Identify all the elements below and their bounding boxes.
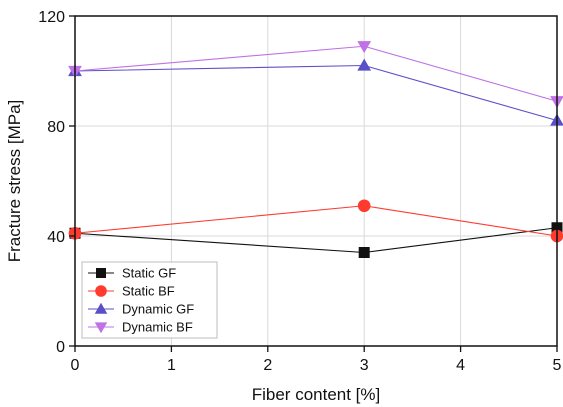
y-tick-label: 40: [47, 229, 65, 246]
legend-marker: [94, 322, 108, 334]
axes: 0 1 2 3 4 5 0 40 80 120: [38, 9, 561, 374]
grid-lines: [75, 16, 557, 346]
data-point: [357, 199, 371, 213]
legend: Static GF Static BF Dynamic GF Dynamic BF: [81, 261, 218, 339]
data-point: [357, 58, 372, 71]
y-tick-label: 120: [38, 9, 65, 26]
legend-label: Static BF: [122, 284, 175, 299]
x-tick-label: 0: [71, 357, 80, 374]
x-tick-label: 3: [360, 357, 369, 374]
legend-marker: [94, 302, 108, 314]
plot-frame: [74, 15, 558, 347]
legend-label: Dynamic GF: [122, 302, 194, 317]
legend-item: Dynamic BF: [88, 320, 193, 335]
x-tick-label: 2: [263, 357, 272, 374]
legend-item: Static GF: [88, 266, 176, 281]
legend-label: Static GF: [122, 266, 176, 281]
data-point: [358, 247, 370, 258]
legend-marker: [96, 268, 106, 278]
x-tick-label: 1: [167, 357, 176, 374]
y-tick-label: 80: [47, 119, 65, 136]
y-axis-label: Fracture stress [MPa]: [5, 100, 24, 262]
legend-item: Dynamic GF: [88, 302, 194, 317]
data-point: [357, 41, 372, 54]
legend-item: Static BF: [88, 284, 175, 299]
x-axis-label: Fiber content [%]: [252, 385, 381, 404]
legend-marker: [95, 285, 107, 297]
legend-label: Dynamic BF: [122, 320, 193, 335]
x-tick-label: 4: [456, 357, 465, 374]
x-tick-label: 5: [553, 357, 562, 374]
y-tick-label: 0: [56, 339, 65, 356]
